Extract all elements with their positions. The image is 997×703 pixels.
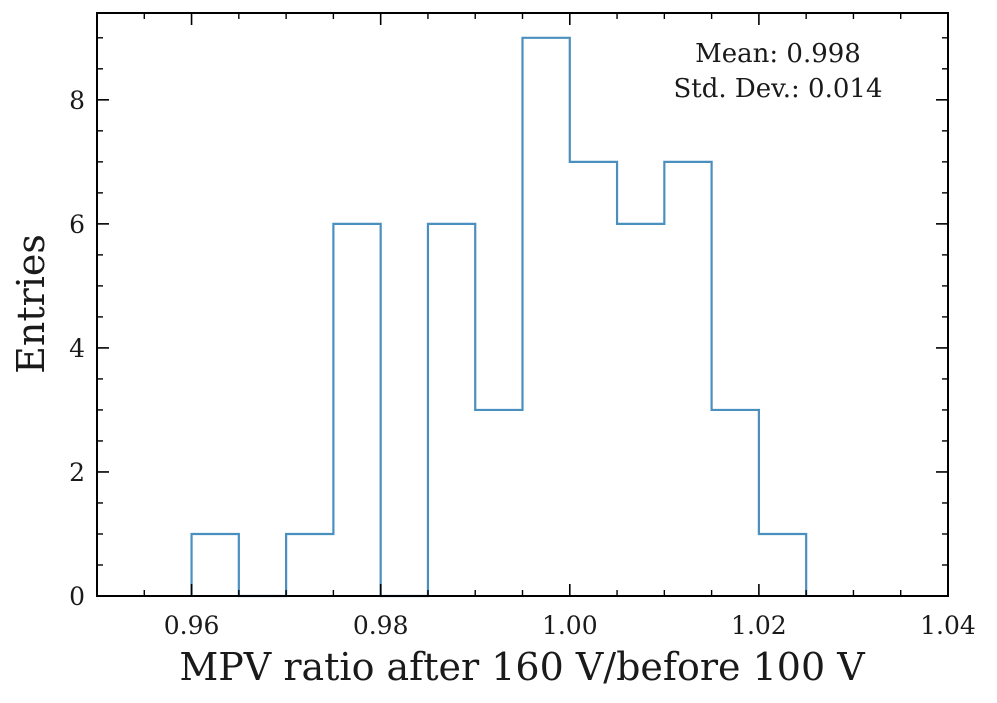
x-tick-label: 0.96	[164, 611, 220, 640]
histogram-bin	[333, 224, 380, 596]
histogram-bin	[523, 38, 570, 596]
annotation-std-dev: Std. Dev.: 0.014	[674, 74, 883, 104]
histogram-bin	[286, 534, 333, 596]
y-tick-label: 0	[69, 582, 85, 611]
y-tick-label: 4	[69, 334, 85, 363]
histogram-bin	[428, 224, 475, 596]
histogram-bin	[664, 162, 711, 596]
histogram-series-line	[190, 36, 808, 598]
histogram-bin	[759, 534, 806, 596]
annotation-mean: Mean: 0.998	[695, 39, 861, 69]
y-tick-label: 8	[69, 86, 85, 115]
x-tick-label: 1.02	[731, 611, 787, 640]
plot-frame	[96, 12, 949, 597]
histogram-bin	[570, 162, 617, 596]
histogram-bin	[192, 534, 239, 596]
plot-area: 0.96 0.98 1.00 1.02 1.04 0 2 4 6 8	[69, 12, 976, 640]
histogram-bin	[617, 224, 664, 596]
histogram-bin	[475, 410, 522, 596]
y-tick-label: 2	[69, 458, 85, 487]
y-axis-label: Entries	[9, 234, 53, 374]
x-tick-label: 1.00	[542, 611, 598, 640]
histogram-bin	[712, 410, 759, 596]
x-axis-label: MPV ratio after 160 V/before 100 V	[179, 645, 865, 689]
x-tick-label: 0.98	[353, 611, 409, 640]
y-tick-label: 6	[69, 210, 85, 239]
x-tick-label: 1.04	[920, 611, 976, 640]
